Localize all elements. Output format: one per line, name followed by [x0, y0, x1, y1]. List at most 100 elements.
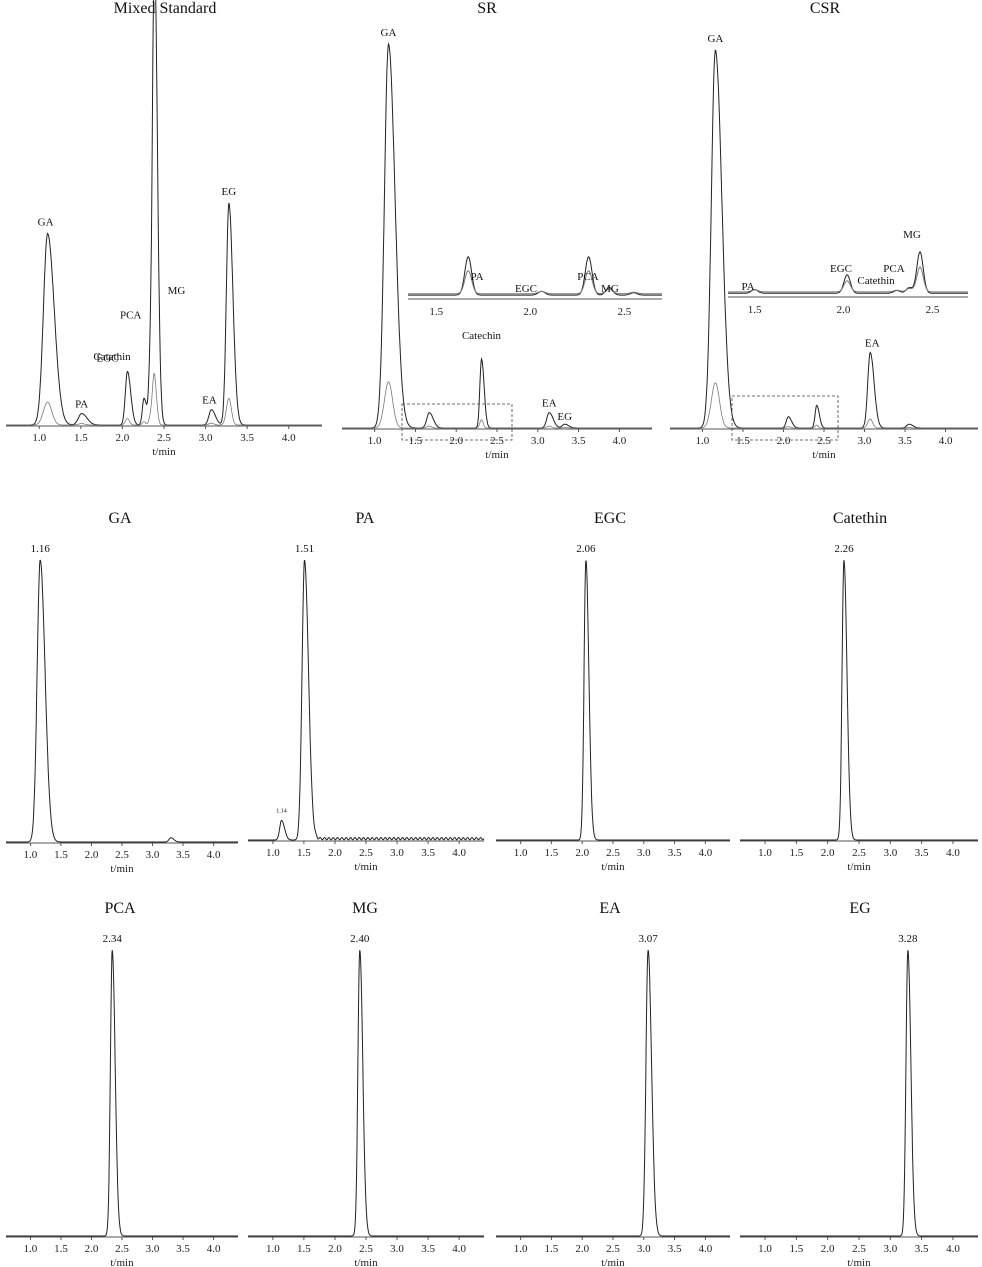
- x-tick-label: 2.0: [821, 1243, 835, 1255]
- peak-label: PA: [75, 399, 88, 411]
- x-tick-label: 2.0: [575, 847, 589, 859]
- x-axis-label: t/min: [601, 861, 625, 873]
- chromatogram-trace: [248, 950, 484, 1237]
- x-axis-label: t/min: [354, 1257, 378, 1267]
- chart-title: Catethin: [833, 510, 887, 527]
- x-tick-label: 3.0: [637, 1243, 651, 1255]
- peak-label: Catethin: [93, 351, 131, 363]
- x-tick-label: 2.5: [490, 435, 504, 447]
- x-tick-label: 1.5: [409, 435, 423, 447]
- x-tick-label: 4.0: [282, 432, 296, 444]
- x-axis-label: t/min: [110, 863, 134, 875]
- peak-label: EG: [557, 411, 572, 423]
- x-tick-label: 2.0: [328, 847, 342, 859]
- x-tick-label: 2.5: [359, 1243, 373, 1255]
- x-tick-label: 4.0: [207, 1243, 221, 1255]
- x-tick-label: 4.0: [452, 847, 466, 859]
- chart-title: PCA: [104, 900, 136, 917]
- peak-label: GA: [381, 27, 397, 39]
- peak-label: 3.07: [638, 933, 658, 945]
- chromatogram-trace: [6, 950, 238, 1237]
- chart-panel-5: PA 1.0 1.5 2.0 2.5 3.0 3.5 4.0 t/min 1.14 1.51: [248, 510, 485, 873]
- x-tick-label: 2.0: [116, 432, 130, 444]
- x-tick-label: 3.5: [898, 435, 912, 447]
- peak-label: 1.14: [276, 808, 287, 814]
- x-tick-label: 1.5: [545, 1243, 559, 1255]
- chromatogram-trace: [670, 49, 978, 429]
- peak-label: Catechin: [462, 330, 502, 342]
- x-tick-label: 3.5: [915, 847, 929, 859]
- peak-label: GA: [38, 217, 54, 229]
- x-tick-label: 4.0: [207, 849, 221, 861]
- inset-trace: [408, 269, 662, 295]
- x-tick-label: 2.0: [575, 1243, 589, 1255]
- peak-label: 1.16: [31, 543, 51, 555]
- chromatogram-trace: [496, 560, 730, 841]
- chromatogram-trace: [6, 0, 322, 426]
- chart-panel-8: PCA 1.0 1.5 2.0 2.5 3.0 3.5 4.0 t/min 2.34: [6, 900, 238, 1267]
- peak-label: PCA: [120, 309, 141, 321]
- chromatogram-trace: [740, 559, 978, 841]
- x-axis-label: t/min: [601, 1257, 625, 1267]
- inset-tick-label: 2.5: [926, 304, 940, 316]
- inset-peak-label: PA: [741, 281, 754, 293]
- x-tick-label: 1.5: [54, 849, 68, 861]
- chart-title: EG: [849, 900, 871, 917]
- chromatogram-trace-secondary: [6, 372, 322, 426]
- x-tick-label: 3.5: [421, 847, 435, 859]
- peak-label: EA: [865, 337, 880, 349]
- chart-panel-7: Catethin 1.0 1.5 2.0 2.5 3.0 3.5 4.0 t/min 2.26: [740, 510, 978, 873]
- x-tick-label: 2.5: [359, 847, 373, 859]
- chart-panel-9: MG 1.0 1.5 2.0 2.5 3.0 3.5 4.0 t/min 2.40: [248, 900, 484, 1267]
- x-tick-label: 1.0: [696, 435, 710, 447]
- peak-label: 2.06: [576, 543, 596, 555]
- x-tick-label: 1.0: [514, 1243, 528, 1255]
- x-tick-label: 2.0: [777, 435, 791, 447]
- x-tick-label: 1.5: [789, 1243, 803, 1255]
- x-tick-label: 3.0: [146, 1243, 160, 1255]
- inset-trace: [728, 250, 968, 294]
- x-axis-label: t/min: [152, 446, 176, 458]
- x-tick-label: 3.0: [883, 847, 897, 859]
- peak-label: 2.40: [350, 933, 370, 945]
- x-tick-label: 3.5: [240, 432, 254, 444]
- x-tick-label: 4.0: [946, 847, 960, 859]
- x-tick-label: 1.5: [736, 435, 750, 447]
- x-tick-label: 3.5: [668, 1243, 682, 1255]
- x-tick-label: 3.5: [572, 435, 586, 447]
- chart-title: SR: [477, 0, 497, 17]
- chromatogram-trace: [740, 950, 978, 1237]
- chart-title: PA: [356, 510, 375, 527]
- x-tick-label: 3.0: [531, 435, 545, 447]
- x-tick-label: 2.5: [817, 435, 831, 447]
- chart-panel-1: Mixed Standard 1.0 1.5 2.0 2.5 3.0 3.5 4.0 t/min…: [6, 0, 322, 458]
- x-tick-label: 1.0: [32, 432, 46, 444]
- x-tick-label: 3.5: [421, 1243, 435, 1255]
- x-tick-label: 3.5: [176, 849, 190, 861]
- x-tick-label: 2.0: [449, 435, 463, 447]
- peak-label: EGC: [96, 352, 118, 364]
- x-tick-label: 4.0: [946, 1243, 960, 1255]
- x-axis-label: t/min: [847, 861, 871, 873]
- zoom-region-box: [401, 403, 513, 441]
- inset-tick-label: 1.5: [748, 304, 762, 316]
- chart-title: GA: [108, 510, 132, 527]
- x-tick-label: 3.5: [915, 1243, 929, 1255]
- x-tick-label: 1.5: [789, 847, 803, 859]
- peak-label: 2.26: [834, 543, 854, 555]
- chart-panel-4: GA 1.0 1.5 2.0 2.5 3.0 3.5 4.0 t/min 1.16: [6, 510, 238, 875]
- peak-label: EA: [202, 395, 217, 407]
- chromatogram-trace-secondary: [342, 381, 652, 429]
- chart-panel-10: EA 1.0 1.5 2.0 2.5 3.0 3.5 4.0 t/min 3.07: [496, 900, 730, 1267]
- x-tick-label: 1.0: [24, 1243, 38, 1255]
- x-axis-label: t/min: [485, 449, 509, 461]
- chromatogram-trace: [496, 949, 730, 1237]
- inset-trace: [728, 266, 968, 293]
- x-tick-label: 3.0: [637, 847, 651, 859]
- x-tick-label: 2.5: [852, 847, 866, 859]
- x-axis-label: t/min: [847, 1257, 871, 1267]
- inset-peak-label: PCA: [577, 271, 598, 283]
- chart-panel-6: EGC 1.0 1.5 2.0 2.5 3.0 3.5 4.0 t/min 2.06: [496, 510, 730, 873]
